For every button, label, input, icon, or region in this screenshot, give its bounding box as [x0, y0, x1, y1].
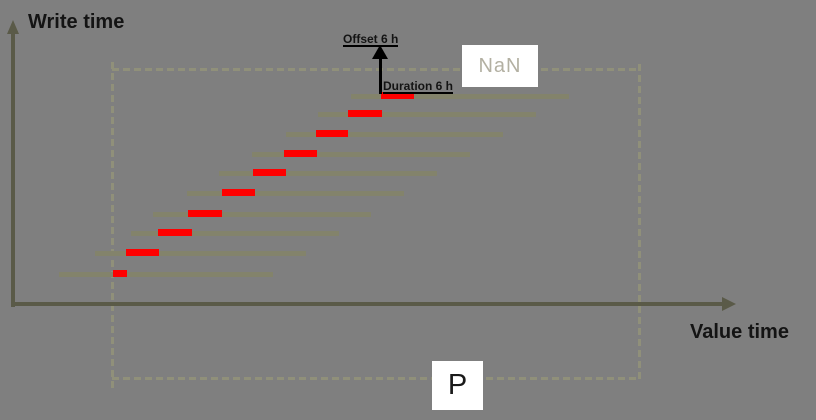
offset-label: Offset 6 h: [343, 32, 399, 47]
series-bar: [351, 94, 569, 99]
nan-label: NaN: [478, 54, 522, 77]
series-bar: [153, 212, 371, 217]
series-bar: [95, 251, 306, 256]
period-boundary-right: [638, 64, 641, 379]
series-bar: [131, 231, 339, 236]
period-box: P: [432, 361, 483, 410]
series-bar: [219, 171, 437, 176]
series-bar: [59, 272, 273, 277]
y-axis-arrowhead-icon: [7, 20, 19, 34]
x-axis-label: Value time: [690, 321, 789, 343]
red-duration-segment: [381, 92, 414, 99]
x-axis-arrowhead-icon: [722, 297, 736, 311]
y-axis-label: Write time: [28, 11, 125, 33]
y-axis-line: [11, 30, 15, 307]
x-axis-line: [13, 302, 723, 306]
red-duration-segment: [222, 189, 255, 196]
period-label: P: [447, 369, 468, 401]
red-duration-segment: [126, 249, 159, 256]
period-boundary-top: [112, 68, 640, 71]
red-duration-segment: [188, 210, 222, 217]
series-bar: [318, 112, 536, 117]
red-duration-segment: [316, 130, 348, 137]
red-duration-segment: [284, 150, 317, 157]
series-bar: [187, 191, 404, 196]
duration-label: Duration 6 h: [383, 79, 454, 94]
nan-box: NaN: [462, 45, 538, 87]
offset-arrow-line: [379, 58, 382, 94]
period-boundary-left: [111, 62, 114, 390]
series-bar: [252, 152, 470, 157]
red-duration-segment: [158, 229, 192, 236]
red-duration-segment: [113, 270, 127, 277]
red-duration-segment: [253, 169, 286, 176]
red-duration-segment: [348, 110, 382, 117]
offset-arrow-head-icon: [372, 45, 388, 59]
series-bar: [286, 132, 503, 137]
period-boundary-bottom: [112, 377, 640, 380]
